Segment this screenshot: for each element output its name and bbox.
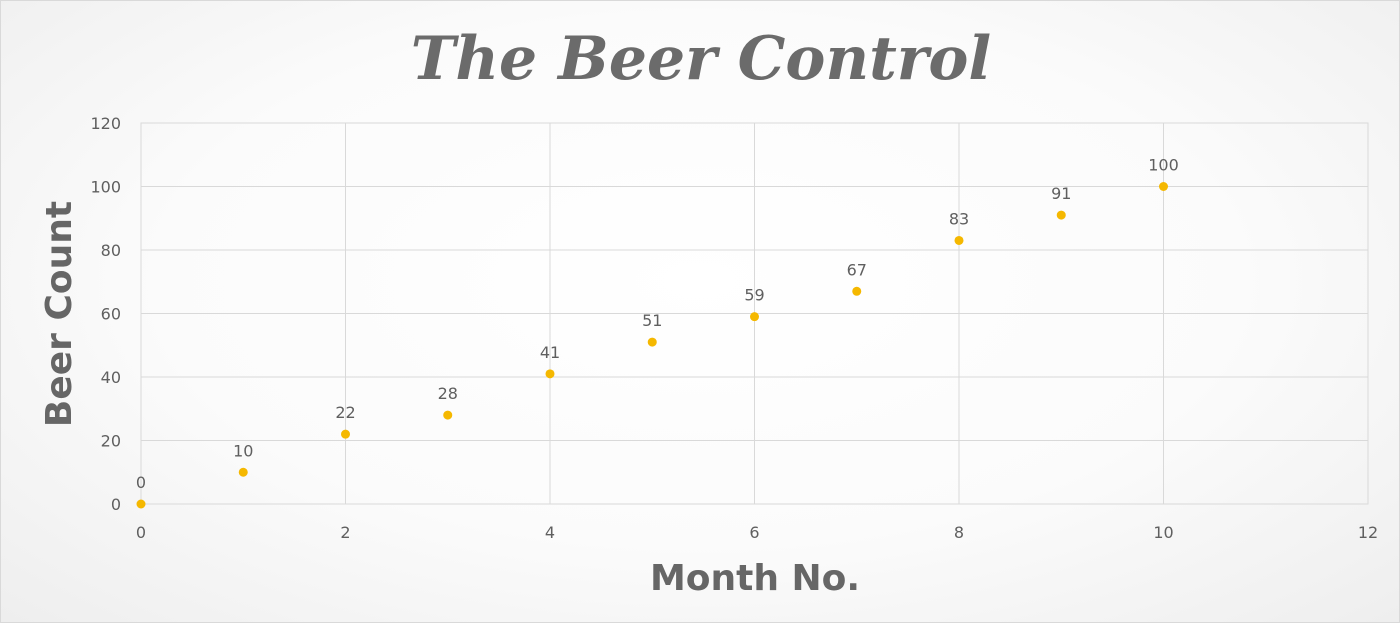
data-point [1056,210,1066,220]
data-points [136,182,1168,509]
y-axis-title: Beer Count [39,201,80,427]
x-tick-label: 6 [749,523,759,542]
data-point [1159,182,1168,191]
x-tick-label: 4 [545,523,555,542]
y-tick-label: 0 [111,495,121,514]
x-axis-tick-labels: 0 2 4 6 8 10 12 [136,523,1378,542]
data-point [852,286,862,296]
data-point [750,312,759,322]
x-tick-label: 8 [954,523,964,542]
data-label: 100 [1148,156,1179,175]
data-point [954,235,964,245]
data-label: 22 [335,403,355,422]
data-label: 28 [438,384,458,403]
y-tick-label: 60 [101,305,121,324]
x-tick-label: 2 [340,523,350,542]
data-label: 67 [847,260,867,279]
x-tick-label: 0 [136,523,146,542]
x-tick-label: 12 [1358,523,1378,542]
data-point [545,369,555,379]
y-tick-label: 20 [101,432,121,451]
plot-area-border [140,122,1369,505]
y-tick-label: 40 [101,368,121,387]
data-label: 51 [642,311,662,330]
data-point [341,429,350,439]
data-labels: 0 10 22 28 41 51 59 67 83 91 100 [136,156,1179,493]
data-point [647,337,657,347]
data-point [136,499,146,509]
data-label: 41 [540,343,560,362]
y-axis-tick-labels: 0 20 40 60 80 100 120 [90,114,121,514]
chart-title: The Beer Control [411,24,991,94]
data-point [238,467,248,477]
x-tick-label: 10 [1153,523,1173,542]
data-label: 0 [136,473,146,492]
x-axis-title: Month No. [650,558,860,599]
y-tick-label: 80 [101,241,121,260]
data-point [443,410,453,420]
data-label: 10 [233,441,253,460]
y-tick-label: 120 [90,114,121,133]
data-label: 91 [1051,184,1071,203]
data-label: 83 [949,209,969,228]
y-tick-label: 100 [90,178,121,197]
data-label: 59 [744,286,764,305]
